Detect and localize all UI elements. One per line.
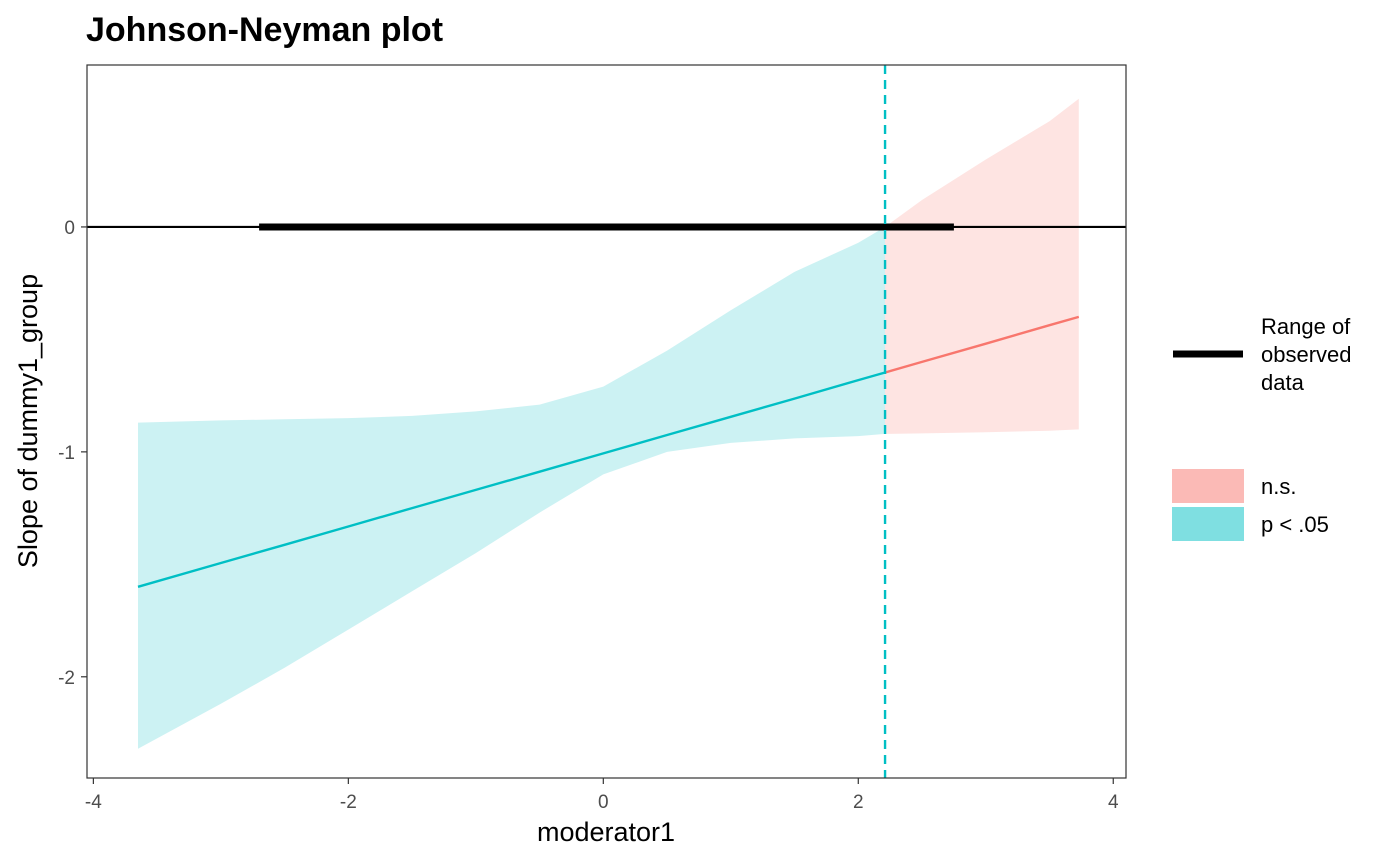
plot-panel xyxy=(87,65,1126,778)
y-axis-label: Slope of dummy1_group xyxy=(13,274,43,568)
x-tick-label: 0 xyxy=(598,792,609,813)
chart-title: Johnson-Neyman plot xyxy=(86,11,443,49)
legend-swatch-ns xyxy=(1172,469,1244,503)
legend-swatch-significant xyxy=(1172,507,1244,541)
legend-label-ns: n.s. xyxy=(1261,474,1296,499)
x-tick-label: 2 xyxy=(853,792,864,813)
legend: Range of observed data n.s. p < .05 xyxy=(1172,314,1352,541)
slope-line-ns xyxy=(884,315,1080,374)
legend-range-label: observed xyxy=(1261,342,1352,367)
y-tick-label: -2 xyxy=(58,668,75,689)
x-tick-label: 4 xyxy=(1108,792,1119,813)
legend-range-label: Range of xyxy=(1261,314,1351,339)
legend-label-significant: p < .05 xyxy=(1261,512,1329,537)
legend-range-label: data xyxy=(1261,370,1305,395)
confidence-band-significant xyxy=(138,226,886,749)
y-tick-label: 0 xyxy=(64,218,75,239)
x-tick-label: -4 xyxy=(85,792,102,813)
slope-line-significant xyxy=(137,371,886,588)
y-axis: -2 -1 0 xyxy=(58,218,87,689)
confidence-band-ns xyxy=(885,98,1079,434)
panel-border xyxy=(86,64,1127,779)
x-axis: -4 -2 0 2 4 xyxy=(85,778,1119,813)
x-tick-label: -2 xyxy=(340,792,357,813)
x-axis-label: moderator1 xyxy=(537,817,675,847)
y-tick-label: -1 xyxy=(58,443,75,464)
